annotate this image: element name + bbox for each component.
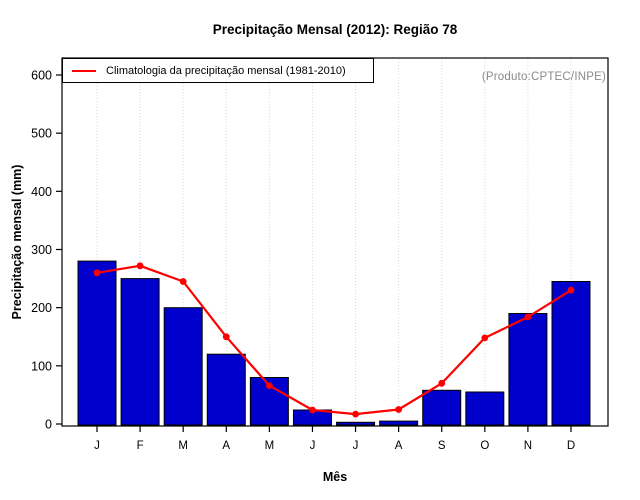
x-tick-label: S: [438, 440, 446, 452]
climatology-point-j-1: [93, 269, 101, 277]
x-tick-label: M: [178, 440, 188, 452]
y-tick-label: 200: [31, 301, 52, 315]
climatology-line: [95, 264, 573, 416]
climatology-point-m-5: [265, 382, 273, 389]
x-tick-label: A: [395, 440, 403, 452]
bar-d-12: [551, 281, 591, 426]
bar-a-8: [379, 420, 419, 426]
bar-s-9: [422, 389, 462, 426]
y-tick-label: 400: [31, 185, 52, 199]
climatology-point-a-8: [395, 406, 403, 413]
climatology-point-d-12: [567, 286, 575, 294]
climatology-point-s-9: [438, 379, 446, 387]
x-tick-label: D: [567, 440, 575, 452]
legend-red-line-icon: [72, 69, 96, 72]
bar-n-11: [508, 313, 548, 426]
bar-o-10: [465, 391, 505, 426]
climatology-point-a-4: [222, 333, 230, 341]
bar-m-3: [163, 307, 203, 426]
chart-title: Precipitação Mensal (2012): Região 78: [212, 22, 458, 37]
y-tick-label: 0: [45, 418, 52, 432]
x-tick-label: N: [524, 440, 532, 452]
climatology-point-j-6: [309, 406, 316, 414]
y-tick-label: 500: [31, 127, 52, 141]
y-tick-label: 100: [31, 359, 52, 373]
x-axis-title: Mês: [322, 470, 348, 484]
bar-f-2: [120, 278, 160, 426]
produto-annotation: (Produto:CPTEC/INPE): [481, 71, 606, 83]
legend-label: Climatologia da precipitação mensal (198…: [106, 64, 346, 77]
y-tick-label: 600: [31, 69, 52, 83]
legend: Climatologia da precipitação mensal (198…: [62, 58, 374, 83]
x-tick-label: A: [222, 440, 230, 452]
climatology-point-n-11: [524, 313, 532, 321]
x-tick-label: J: [353, 440, 359, 452]
bar-a-4: [206, 353, 246, 426]
x-tick-label: M: [265, 440, 275, 452]
x-tick-label: J: [310, 440, 316, 452]
y-tick-label: 300: [31, 243, 52, 257]
bar-j-1: [77, 260, 117, 426]
climatology-point-m-3: [179, 278, 187, 285]
x-tick-label: O: [480, 440, 489, 452]
bar-j-7: [336, 421, 376, 426]
climatology-point-o-10: [481, 334, 489, 342]
climatology-point-f-2: [136, 262, 144, 270]
climatology-point-j-7: [352, 410, 359, 418]
x-tick-label: J: [94, 440, 100, 452]
x-tick-label: F: [137, 440, 144, 452]
